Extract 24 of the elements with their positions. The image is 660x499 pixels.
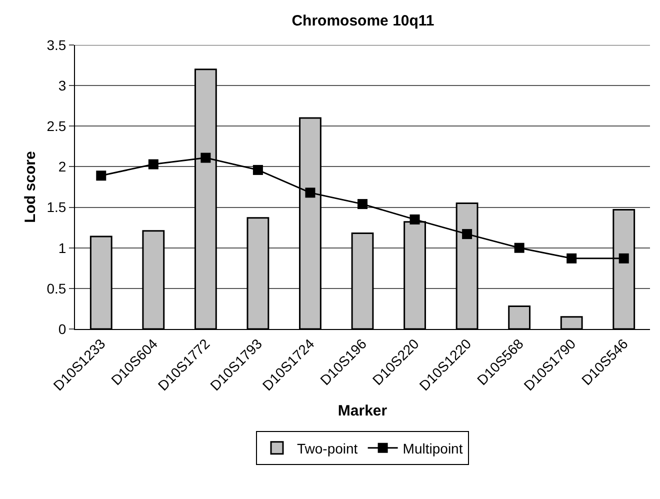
chart-title: Chromosome 10q11: [292, 12, 434, 30]
legend-label: Two-point: [297, 440, 358, 456]
point: [410, 214, 420, 224]
x-axis-title: Marker: [338, 402, 388, 420]
point: [200, 152, 211, 163]
y-tick-label: 1.5: [46, 199, 66, 216]
point: [96, 170, 106, 181]
y-tick-label: 1: [58, 240, 66, 256]
point: [305, 188, 316, 198]
point: [618, 253, 629, 264]
legend-label: Multipoint: [402, 440, 463, 456]
point: [462, 229, 472, 240]
point: [252, 164, 263, 175]
point: [566, 253, 577, 264]
y-tick-label: 0: [58, 320, 66, 337]
point: [514, 242, 524, 253]
point: [148, 159, 158, 170]
y-tick-label: 2.5: [46, 118, 66, 134]
y-tick-label: 2: [58, 158, 66, 175]
y-tick-label: 3: [58, 77, 66, 94]
point: [358, 199, 368, 210]
y-axis-title: Lod score: [22, 151, 39, 223]
y-tick-label: 3.5: [46, 36, 66, 53]
y-tick-label: 0.5: [46, 280, 66, 296]
